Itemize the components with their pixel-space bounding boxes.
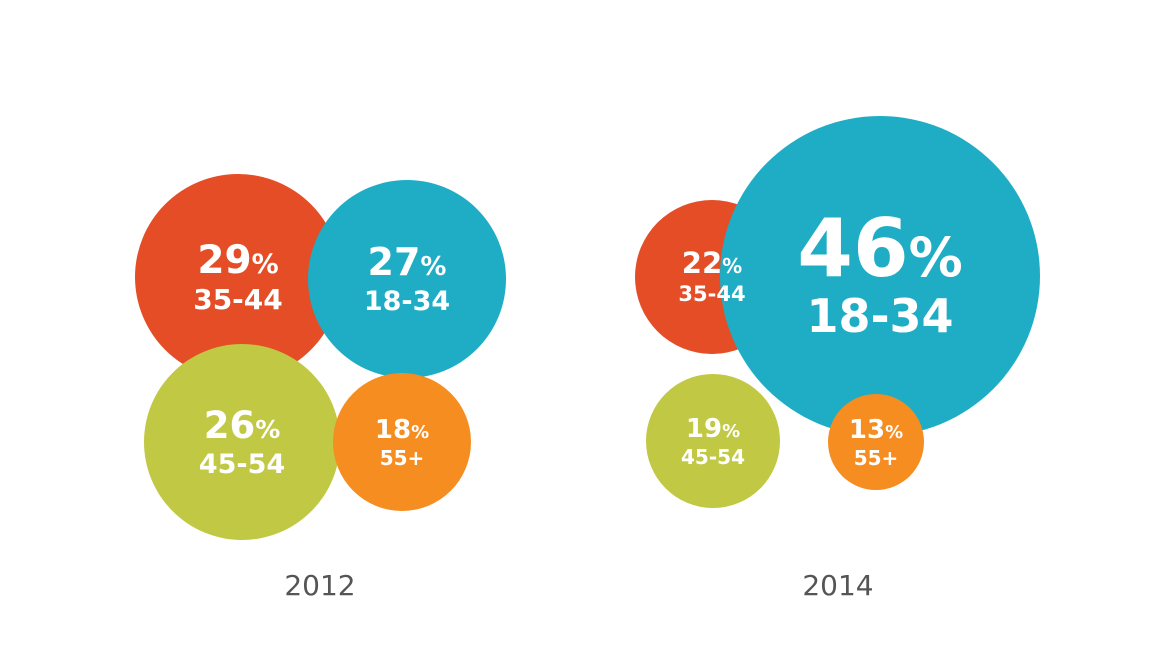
value-label: 46% bbox=[797, 202, 962, 295]
age-group-label: 55+ bbox=[380, 446, 425, 470]
age-group-label: 18-34 bbox=[364, 286, 450, 317]
value-label: 29% bbox=[197, 238, 278, 283]
value-label: 13% bbox=[849, 415, 903, 445]
value-label: 27% bbox=[368, 240, 447, 284]
value-label: 26% bbox=[204, 404, 281, 447]
value-label: 19% bbox=[686, 414, 740, 444]
age-group-label: 45-54 bbox=[199, 449, 285, 480]
bubble-55-plus bbox=[828, 394, 924, 490]
age-group-label: 55+ bbox=[854, 446, 899, 470]
chart-panel-2014: 22%35-44 46%18-34 19%45-54 13%55+ 2014 bbox=[635, 116, 1040, 602]
age-group-label: 35-44 bbox=[678, 282, 745, 306]
value-label: 18% bbox=[375, 415, 429, 445]
age-group-label: 35-44 bbox=[193, 283, 283, 316]
year-label: 2014 bbox=[802, 569, 873, 602]
bubble-18-34 bbox=[720, 116, 1040, 436]
year-label: 2012 bbox=[284, 569, 355, 602]
bubble-18-34 bbox=[308, 180, 506, 378]
bubble-45-54 bbox=[646, 374, 780, 508]
bubble-35-44 bbox=[135, 174, 341, 380]
bubble-45-54 bbox=[144, 344, 340, 540]
age-group-label: 45-54 bbox=[681, 445, 745, 469]
age-group-label: 18-34 bbox=[806, 289, 953, 343]
chart-panel-2012: 29%35-44 27%18-34 26%45-54 18%55+ 2012 bbox=[135, 174, 506, 602]
value-label: 22% bbox=[682, 246, 742, 280]
bubble-55-plus bbox=[333, 373, 471, 511]
